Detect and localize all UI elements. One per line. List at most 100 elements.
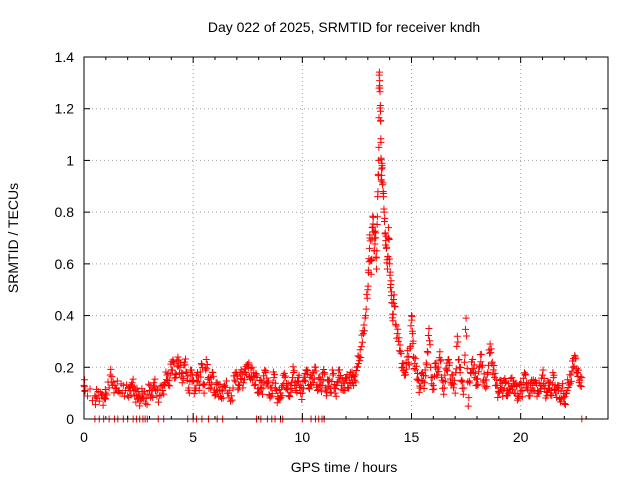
data-point (314, 387, 322, 395)
data-point (559, 394, 567, 402)
data-point (264, 377, 272, 385)
data-point (319, 377, 327, 385)
data-point (440, 384, 448, 392)
data-point (258, 390, 266, 398)
data-point (348, 368, 356, 376)
data-point (356, 357, 364, 365)
data-point (228, 396, 236, 404)
data-point (420, 384, 428, 392)
data-point (244, 361, 252, 369)
data-point (463, 332, 471, 340)
data-point (441, 377, 449, 385)
data-point (567, 377, 575, 385)
data-point (381, 214, 389, 222)
data-point (369, 220, 377, 228)
data-point (149, 394, 157, 402)
data-point (454, 338, 462, 346)
data-point (514, 391, 522, 399)
data-point (577, 383, 585, 391)
data-point (353, 363, 361, 371)
data-point (569, 363, 577, 371)
data-point (240, 376, 248, 384)
data-point (357, 343, 365, 351)
data-point (142, 394, 150, 402)
data-point (376, 77, 384, 85)
data-point (292, 387, 300, 395)
data-point (445, 356, 453, 364)
data-point (444, 367, 452, 375)
data-point (451, 389, 459, 397)
data-point (396, 341, 404, 349)
data-point (474, 381, 482, 389)
data-point (298, 395, 306, 403)
y-tick-label: 0.2 (55, 359, 75, 375)
data-point (143, 401, 151, 409)
data-point (310, 375, 318, 383)
data-point (373, 213, 381, 221)
data-point (421, 366, 429, 374)
data-point (413, 375, 421, 383)
data-point (205, 384, 213, 392)
data-point (391, 303, 399, 311)
data-point (296, 381, 304, 389)
data-point (356, 346, 364, 354)
data-point (470, 361, 478, 369)
data-point (409, 337, 417, 345)
data-point (436, 357, 444, 365)
data-point (171, 374, 179, 382)
data-point (437, 356, 445, 364)
x-axis-label: GPS time / hours (291, 459, 398, 475)
data-point (172, 371, 180, 379)
data-point (207, 384, 215, 392)
data-point (181, 361, 189, 369)
data-point (360, 321, 368, 329)
data-point (129, 382, 137, 390)
data-point (462, 325, 470, 333)
data-point (372, 254, 380, 262)
data-point (369, 213, 377, 221)
data-point (234, 386, 242, 394)
data-point (508, 386, 516, 394)
data-point (567, 371, 575, 379)
data-point (390, 291, 398, 299)
data-point (455, 356, 463, 364)
data-point (209, 368, 217, 376)
data-point (174, 353, 182, 361)
data-point (426, 341, 434, 349)
data-point (353, 363, 361, 371)
data-point (385, 236, 393, 244)
data-point (519, 374, 527, 382)
data-point (470, 365, 478, 373)
data-point (430, 385, 438, 393)
y-tick-label: 1.2 (55, 101, 75, 117)
data-point (369, 212, 377, 220)
data-point (320, 368, 328, 376)
data-point (431, 360, 439, 368)
data-point (364, 282, 372, 290)
data-point (526, 392, 534, 400)
data-point (220, 383, 228, 391)
data-point (477, 350, 485, 358)
data-point (293, 377, 301, 385)
data-point (150, 379, 158, 387)
data-point (521, 371, 529, 379)
data-point (539, 371, 546, 379)
data-point (168, 366, 176, 374)
data-point (556, 394, 564, 402)
data-point (88, 397, 96, 405)
data-point (189, 376, 197, 384)
data-point (129, 375, 137, 383)
data-point (332, 392, 340, 400)
data-point (270, 371, 278, 379)
data-point (568, 367, 576, 375)
data-point (371, 240, 379, 248)
data-point (368, 255, 376, 263)
data-point (179, 375, 187, 383)
data-point (373, 247, 381, 255)
data-point (363, 290, 371, 298)
data-point (197, 373, 205, 381)
data-point (195, 386, 203, 394)
data-point (179, 369, 187, 377)
data-point (328, 366, 336, 374)
data-point (166, 371, 174, 379)
